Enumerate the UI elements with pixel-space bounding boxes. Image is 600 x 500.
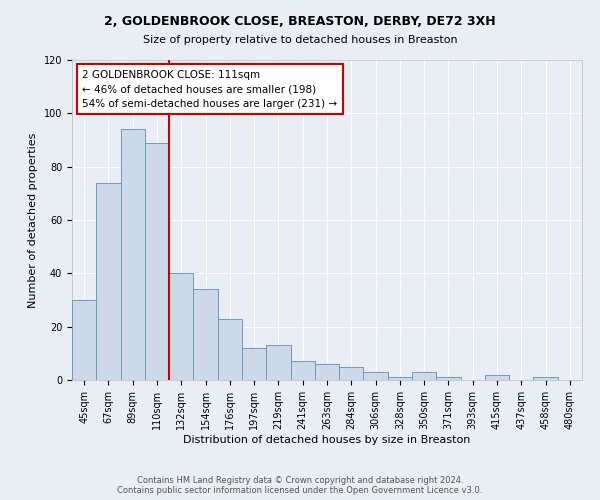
Bar	[485, 374, 509, 380]
Text: Size of property relative to detached houses in Breaston: Size of property relative to detached ho…	[143, 35, 457, 45]
Bar	[72, 300, 96, 380]
Bar	[388, 378, 412, 380]
Bar	[96, 182, 121, 380]
Text: Contains HM Land Registry data © Crown copyright and database right 2024.
Contai: Contains HM Land Registry data © Crown c…	[118, 476, 482, 495]
Text: 2 GOLDENBROOK CLOSE: 111sqm
← 46% of detached houses are smaller (198)
54% of se: 2 GOLDENBROOK CLOSE: 111sqm ← 46% of det…	[82, 70, 337, 109]
Bar	[169, 274, 193, 380]
Bar	[412, 372, 436, 380]
Bar	[121, 130, 145, 380]
Bar	[339, 366, 364, 380]
Bar	[193, 290, 218, 380]
Bar	[145, 142, 169, 380]
X-axis label: Distribution of detached houses by size in Breaston: Distribution of detached houses by size …	[184, 434, 470, 444]
Bar	[242, 348, 266, 380]
Bar	[364, 372, 388, 380]
Bar	[436, 378, 461, 380]
Bar	[218, 318, 242, 380]
Bar	[290, 362, 315, 380]
Text: 2, GOLDENBROOK CLOSE, BREASTON, DERBY, DE72 3XH: 2, GOLDENBROOK CLOSE, BREASTON, DERBY, D…	[104, 15, 496, 28]
Bar	[533, 378, 558, 380]
Bar	[266, 346, 290, 380]
Y-axis label: Number of detached properties: Number of detached properties	[28, 132, 38, 308]
Bar	[315, 364, 339, 380]
